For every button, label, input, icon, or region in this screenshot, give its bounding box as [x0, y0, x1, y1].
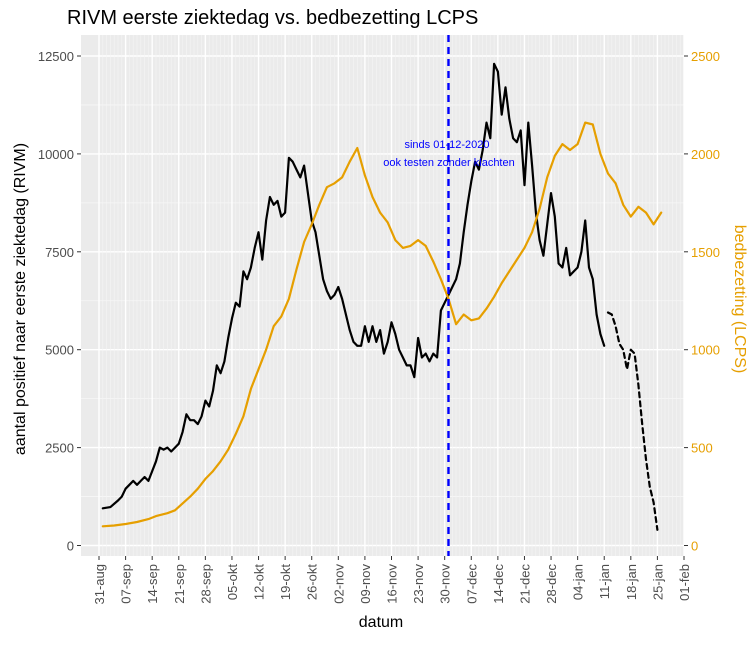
x-tick-label: 11-jan [597, 564, 612, 599]
y-tick-label-left: 5000 [45, 343, 74, 358]
x-tick-label: 02-nov [331, 564, 346, 604]
x-tick-label: 05-okt [225, 564, 240, 601]
x-tick-label: 04-jan [571, 564, 586, 600]
y-tick-label-left: 2500 [45, 441, 74, 456]
y-tick-label-right: 500 [691, 441, 713, 456]
y-tick-label-right: 2500 [691, 49, 720, 64]
y-axis-label-left: aantal positief naar eerste ziektedag (R… [12, 143, 29, 455]
series-line-lcps [101, 121, 663, 528]
x-tick-label: 07-sep [119, 564, 134, 604]
y-axis-label-right: bedbezetting (LCPS) [731, 225, 748, 374]
y-tick-label-left: 7500 [45, 245, 74, 260]
x-tick-label: 26-okt [305, 564, 320, 601]
chart-title: RIVM eerste ziektedag vs. bedbezetting L… [67, 7, 478, 29]
plot-background [81, 35, 684, 556]
x-tick-label: 21-dec [517, 564, 532, 604]
x-axis-label: datum [359, 614, 403, 631]
x-tick-label: 19-okt [278, 564, 293, 601]
y-tick-label-right: 1500 [691, 245, 720, 260]
x-tick-label: 30-nov [438, 564, 453, 604]
series-line-rivm [101, 62, 606, 510]
x-tick-label: 12-okt [252, 564, 267, 601]
x-tick-label: 14-sep [145, 564, 160, 604]
x-tick-label: 14-dec [491, 564, 506, 604]
x-tick-label: 23-nov [411, 564, 426, 604]
axes: 0 2500 5000 7500 10000 12500 0 500 1000 1500 2000 2… [38, 49, 720, 604]
x-tick-label: 09-nov [358, 564, 373, 604]
series-line-rivm-dashed [606, 311, 659, 531]
y-tick-label-right: 1000 [691, 343, 720, 358]
y-tick-label-right: 2000 [691, 147, 720, 162]
annotation-line-1: sinds 01-12-2020 [404, 139, 489, 151]
y-tick-label-left: 0 [67, 539, 74, 554]
x-tick-label: 07-dec [464, 564, 479, 604]
x-tick-label: 28-sep [198, 564, 213, 604]
y-tick-label-left: 12500 [38, 49, 74, 64]
x-tick-label: 01-feb [677, 564, 692, 601]
x-tick-label: 31-aug [92, 564, 107, 604]
y-tick-label-right: 0 [691, 539, 698, 554]
x-tick-label: 21-sep [172, 564, 187, 604]
x-tick-label: 25-jan [650, 564, 665, 600]
series-layer [101, 62, 663, 531]
x-tick-label: 28-dec [544, 564, 559, 604]
x-tick-label: 16-nov [385, 564, 400, 604]
y-tick-label-left: 10000 [38, 147, 74, 162]
x-tick-label: 18-jan [624, 564, 639, 600]
annotation-line-2: ook testen zonder klachten [383, 157, 514, 169]
